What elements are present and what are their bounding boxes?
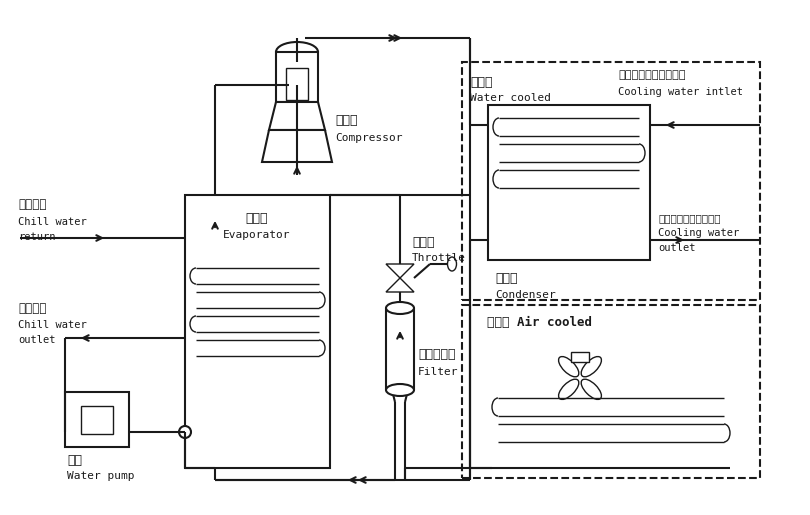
Bar <box>185 195 330 468</box>
Ellipse shape <box>386 384 414 396</box>
Text: 冷凝器: 冷凝器 <box>495 271 518 284</box>
Ellipse shape <box>582 379 602 400</box>
Polygon shape <box>262 130 332 162</box>
Text: Compressor: Compressor <box>335 133 403 143</box>
Text: Chill water: Chill water <box>18 217 87 227</box>
Ellipse shape <box>559 356 579 377</box>
Bar <box>65 392 129 447</box>
Text: Evaporator: Evaporator <box>224 230 291 240</box>
Text: Water pump: Water pump <box>67 471 134 481</box>
Text: Condenser: Condenser <box>495 290 556 300</box>
Text: Cooling water intlet: Cooling water intlet <box>618 87 743 97</box>
Polygon shape <box>269 102 325 130</box>
Text: Water cooled: Water cooled <box>470 93 551 103</box>
Polygon shape <box>386 278 414 292</box>
Polygon shape <box>386 264 414 278</box>
Ellipse shape <box>276 42 318 62</box>
Text: return: return <box>18 232 56 242</box>
Circle shape <box>179 426 191 438</box>
Text: 压缩机: 压缩机 <box>335 113 357 127</box>
Text: 入水口（接散热水塔）: 入水口（接散热水塔） <box>618 70 685 80</box>
Text: Cooling water: Cooling water <box>658 228 740 238</box>
Bar <box>81 406 113 434</box>
Text: 节流阀: 节流阀 <box>412 235 434 249</box>
Text: outlet: outlet <box>658 243 696 253</box>
Text: 水泵: 水泵 <box>67 454 82 467</box>
Text: Filter: Filter <box>418 367 458 377</box>
Ellipse shape <box>386 302 414 314</box>
Ellipse shape <box>582 356 602 377</box>
Text: outlet: outlet <box>18 335 56 345</box>
Text: Throttle: Throttle <box>412 253 466 263</box>
Text: 水冷式: 水冷式 <box>470 76 492 89</box>
Bar <box>462 62 760 300</box>
Text: 蒸发器: 蒸发器 <box>245 212 268 225</box>
Bar <box>488 105 650 260</box>
Text: 干燥过滤器: 干燥过滤器 <box>418 349 455 362</box>
Bar <box>571 352 589 362</box>
Text: Chill water: Chill water <box>18 320 87 330</box>
Text: 冰水出口: 冰水出口 <box>18 301 46 315</box>
Bar <box>462 305 760 478</box>
Text: 出水口（接散热水塔）: 出水口（接散热水塔） <box>658 213 721 223</box>
Bar <box>286 68 308 100</box>
Ellipse shape <box>559 379 579 400</box>
Text: 冰水回口: 冰水回口 <box>18 198 46 212</box>
Bar <box>276 52 318 102</box>
Ellipse shape <box>447 257 457 271</box>
Text: 风冷式 Air cooled: 风冷式 Air cooled <box>487 317 592 330</box>
